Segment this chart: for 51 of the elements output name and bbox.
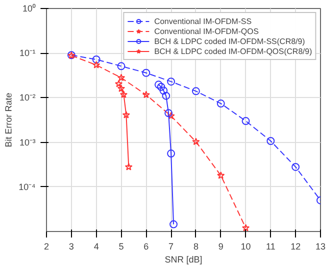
x-tick-label: 12 <box>290 242 301 252</box>
point <box>117 74 126 82</box>
point <box>92 55 100 64</box>
point <box>120 90 128 98</box>
x-tick-label: 13 <box>315 242 326 252</box>
point <box>217 172 225 179</box>
y-tick-label: 10⁰ <box>22 4 36 14</box>
point <box>117 84 126 92</box>
point <box>192 87 200 96</box>
point <box>142 90 150 98</box>
point <box>167 78 176 86</box>
point <box>242 117 250 126</box>
x-axis-title: SNR [dB] <box>164 254 202 264</box>
x-tick-label: 8 <box>193 242 198 252</box>
point <box>117 62 126 70</box>
point <box>124 162 133 170</box>
point <box>164 109 173 118</box>
point <box>92 61 100 68</box>
y-axis-title: Bit Error Rate <box>4 92 14 148</box>
x-tick-label: 5 <box>118 242 124 252</box>
point <box>157 82 166 91</box>
point <box>160 86 168 95</box>
y-tick-label: 10⁻² <box>19 92 36 103</box>
x-tick-label: 3 <box>68 242 74 252</box>
legend-label: BCH & LDPC coded IM-OFDM-SS(CR8/9) <box>154 36 305 46</box>
legend-label: BCH & LDPC coded IM-OFDM-QOS(CR8/9) <box>154 46 312 56</box>
point <box>122 110 130 118</box>
x-tick-label: 6 <box>144 242 149 252</box>
y-tick-label: 10⁻¹ <box>19 48 36 58</box>
y-tick-label: 10⁻⁴ <box>18 182 36 192</box>
x-tick-label: 11 <box>266 242 276 252</box>
x-tick-label: 4 <box>94 242 99 252</box>
point <box>242 224 250 232</box>
point <box>170 220 178 228</box>
point <box>266 136 275 145</box>
y-tick-label: 10⁻³ <box>19 137 36 148</box>
point <box>114 80 123 88</box>
x-tick-label: 2 <box>44 242 50 252</box>
point <box>162 92 170 100</box>
point <box>167 150 176 158</box>
point <box>192 138 200 146</box>
x-tick-label: 9 <box>218 242 224 252</box>
legend-label: Conventional IM-OFDM-QOS <box>154 26 259 36</box>
legend-label: Conventional IM-OFDM-SS <box>154 16 252 26</box>
point <box>292 162 300 171</box>
point <box>154 80 163 89</box>
x-tick-label: 10 <box>240 242 251 252</box>
x-tick-label: 7 <box>168 242 174 252</box>
point <box>216 100 225 108</box>
point <box>142 68 150 77</box>
point <box>167 112 175 120</box>
